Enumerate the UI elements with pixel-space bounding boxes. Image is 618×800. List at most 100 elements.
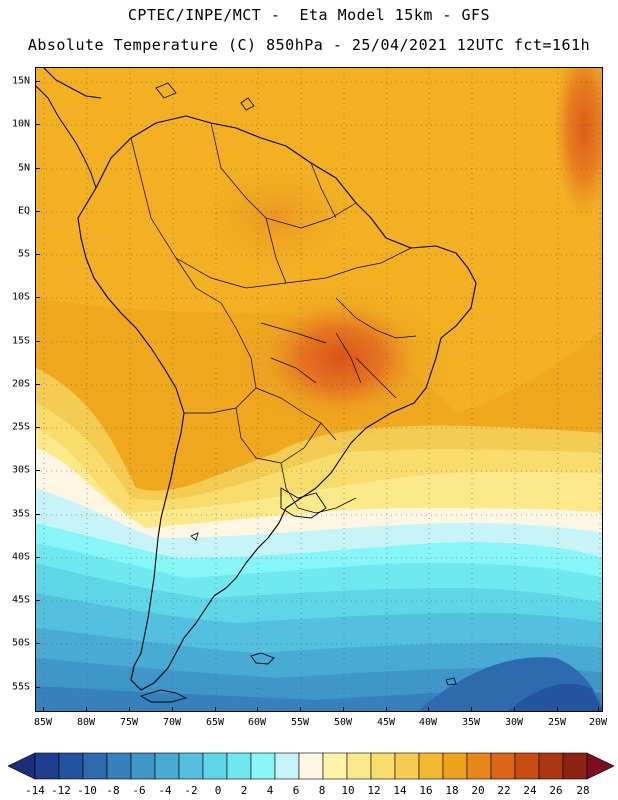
lat-tick [35, 557, 40, 558]
lon-tick [43, 707, 44, 712]
colorbar-label: 22 [497, 784, 511, 797]
lat-label: 40S [11, 551, 30, 563]
colorbar-cell [418, 752, 444, 780]
lon-label: 45W [376, 717, 396, 728]
lon-tick [300, 707, 301, 712]
lon-tick [343, 707, 344, 712]
lat-tick [35, 514, 40, 515]
colorbar-label: 18 [445, 784, 459, 797]
lat-label: 20S [11, 378, 30, 390]
lat-tick [35, 124, 40, 125]
hot-core [266, 303, 416, 413]
lat-tick [35, 211, 40, 212]
lon-tick [257, 707, 258, 712]
colorbar-cell [202, 752, 228, 780]
colorbar-cell [298, 752, 324, 780]
colorbar-label: -8 [106, 784, 120, 797]
lon-tick [428, 707, 429, 712]
lat-label: 5S [17, 248, 30, 260]
colorbar-label: -2 [184, 784, 198, 797]
colorbar-cell [130, 752, 156, 780]
colorbar-cell [538, 752, 564, 780]
colorbar-cell [514, 752, 540, 780]
colorbar-label: 28 [576, 784, 590, 797]
colorbar-label: 8 [318, 784, 326, 797]
lat-label: EQ [17, 205, 30, 217]
colorbar-label: 10 [341, 784, 355, 797]
colorbar-label: 24 [523, 784, 537, 797]
lon-label: 75W [119, 717, 139, 728]
lat-tick [35, 643, 40, 644]
temperature-field [36, 68, 602, 711]
colorbar-label: -14 [25, 784, 45, 797]
map-panel [35, 67, 603, 712]
country-borders [130, 122, 417, 514]
colorbar-label: 4 [266, 784, 274, 797]
colorbar-cell [250, 752, 276, 780]
colorbar-cell [178, 752, 204, 780]
colorbar-label: 2 [240, 784, 248, 797]
colorbar-cell [442, 752, 468, 780]
lat-tick [35, 687, 40, 688]
lat-label: 10S [11, 291, 30, 303]
colorbar-label: 0 [214, 784, 222, 797]
lon-label: 40W [418, 717, 438, 728]
colorbar-cell [562, 752, 588, 780]
colorbar-right-arrow [586, 752, 614, 780]
lon-label: 65W [205, 717, 225, 728]
lon-label: 60W [247, 717, 267, 728]
lat-label: 15N [11, 75, 30, 87]
colorbar-cell [58, 752, 84, 780]
colorbar [8, 752, 614, 780]
lat-tick [35, 470, 40, 471]
lat-label: 50S [11, 637, 30, 649]
lat-label: 10N [11, 118, 30, 130]
lat-tick [35, 297, 40, 298]
lat-tick [35, 254, 40, 255]
chart-subtitle: Absolute Temperature (C) 850hPa - 25/04/… [27, 36, 591, 54]
lat-label: 15S [11, 335, 30, 347]
lat-label: 30S [11, 464, 30, 476]
colorbar-cell [466, 752, 492, 780]
colorbar-cell [34, 752, 60, 780]
lon-tick [129, 707, 130, 712]
colorbar-label: 26 [549, 784, 563, 797]
lon-label: 85W [33, 717, 53, 728]
colorbar-label: -12 [51, 784, 71, 797]
lon-label: 80W [76, 717, 96, 728]
colorbar-label: -10 [77, 784, 97, 797]
lat-tick [35, 600, 40, 601]
lon-tick [386, 707, 387, 712]
colorbar-cell [226, 752, 252, 780]
colorbar-label: -4 [158, 784, 172, 797]
colorbar-cell [490, 752, 516, 780]
lat-tick [35, 341, 40, 342]
lon-label: 55W [290, 717, 310, 728]
colorbar-label: 12 [367, 784, 381, 797]
lat-label: 55S [11, 681, 30, 693]
lat-tick [35, 168, 40, 169]
lat-label: 45S [11, 594, 30, 606]
south-america-outline [77, 115, 477, 691]
lon-label: 20W [588, 717, 608, 728]
colorbar-cell [106, 752, 132, 780]
colorbar-label: 20 [471, 784, 485, 797]
lon-tick [172, 707, 173, 712]
lon-label: 50W [333, 717, 353, 728]
colorbar-cell [274, 752, 300, 780]
colorbar-label: 16 [419, 784, 433, 797]
lon-tick [86, 707, 87, 712]
lon-tick [598, 707, 599, 712]
lat-label: 25S [11, 421, 30, 433]
lon-tick [557, 707, 558, 712]
colorbar-cell [154, 752, 180, 780]
lat-tick [35, 384, 40, 385]
colorbar-label: 6 [292, 784, 300, 797]
chart-title: CPTEC/INPE/MCT - Eta Model 15km - GFS [127, 6, 491, 24]
lon-label: 30W [504, 717, 524, 728]
colorbar-cell [322, 752, 348, 780]
lon-tick [471, 707, 472, 712]
lon-tick [514, 707, 515, 712]
colorbar-left-arrow [8, 752, 36, 780]
colorbar-label: -6 [132, 784, 146, 797]
